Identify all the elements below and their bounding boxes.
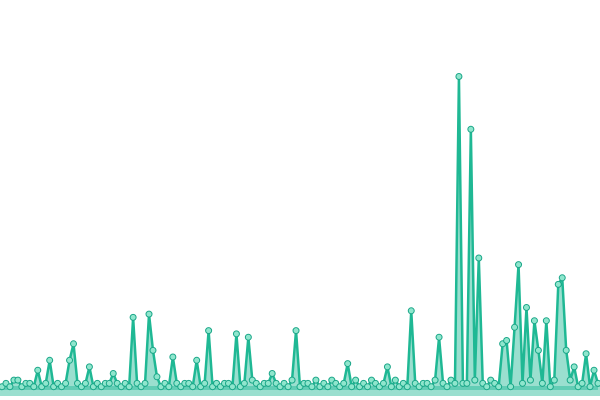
point	[542, 317, 550, 325]
point	[383, 363, 391, 371]
point	[566, 376, 574, 384]
point	[582, 350, 590, 358]
point	[81, 379, 89, 387]
point	[145, 310, 153, 318]
point	[435, 333, 443, 341]
point	[495, 383, 503, 391]
point	[284, 383, 292, 391]
point	[129, 313, 137, 321]
point	[344, 360, 352, 368]
point	[364, 383, 372, 391]
point	[169, 353, 177, 361]
point	[526, 376, 534, 384]
point	[228, 383, 236, 391]
point	[352, 376, 360, 384]
point	[467, 125, 475, 133]
point	[66, 356, 74, 364]
point	[471, 376, 479, 384]
point	[153, 373, 161, 381]
point	[475, 254, 483, 262]
point	[85, 363, 93, 371]
point	[14, 376, 22, 384]
point	[391, 376, 399, 384]
point	[379, 379, 387, 387]
point	[590, 366, 598, 374]
point	[149, 346, 157, 354]
point	[570, 363, 578, 371]
point	[34, 366, 42, 374]
point	[268, 370, 276, 377]
baseline-band	[0, 386, 600, 396]
point	[105, 379, 113, 387]
point	[387, 383, 395, 391]
point	[519, 379, 527, 387]
point	[463, 379, 471, 387]
point	[62, 379, 70, 387]
point	[503, 337, 511, 344]
point	[586, 383, 594, 391]
point	[348, 383, 356, 391]
point	[42, 379, 50, 387]
point	[324, 383, 332, 391]
point	[141, 379, 149, 387]
point	[165, 383, 173, 391]
point	[264, 379, 272, 387]
point	[534, 346, 542, 354]
point	[240, 379, 248, 387]
point	[550, 376, 558, 384]
point	[431, 376, 439, 384]
point	[427, 383, 435, 391]
point	[109, 370, 117, 377]
point	[554, 280, 562, 288]
point	[70, 340, 78, 348]
point	[562, 346, 570, 354]
point	[538, 379, 546, 387]
point	[205, 327, 213, 335]
point	[193, 356, 201, 364]
point	[46, 356, 54, 364]
point	[578, 379, 586, 387]
point	[546, 383, 554, 391]
point	[507, 383, 515, 391]
point	[522, 304, 530, 311]
point	[288, 376, 296, 384]
point	[455, 73, 463, 80]
point	[292, 327, 300, 335]
point	[201, 379, 209, 387]
point	[530, 317, 538, 325]
point	[312, 376, 320, 384]
point	[403, 383, 411, 391]
point	[189, 383, 197, 391]
point	[232, 330, 240, 338]
point	[443, 383, 451, 391]
point	[30, 383, 38, 391]
point	[340, 379, 348, 387]
point	[6, 383, 14, 391]
point	[483, 383, 491, 391]
point	[308, 383, 316, 391]
point	[594, 379, 600, 387]
point	[451, 379, 459, 387]
point	[558, 274, 566, 282]
point	[511, 323, 519, 331]
point	[125, 383, 133, 391]
point	[407, 307, 415, 315]
point	[515, 261, 523, 269]
point	[244, 333, 252, 341]
